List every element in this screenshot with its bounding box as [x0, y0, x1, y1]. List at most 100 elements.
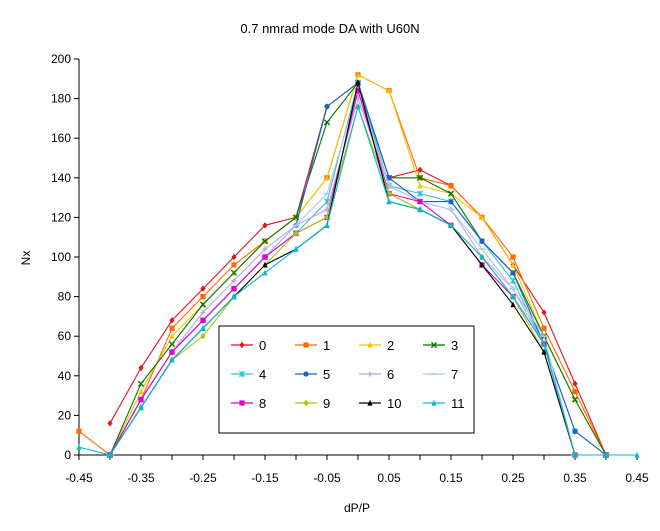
data-point [479, 214, 485, 220]
legend-item-8: 8 [231, 396, 266, 411]
legend: 0 1 2 3 4 5 6 7 8 9 10 11 [218, 325, 475, 434]
data-point [262, 269, 268, 276]
data-point [571, 396, 579, 403]
data-point [107, 420, 113, 427]
legend-item-10: 10 [359, 396, 401, 411]
data-point [510, 261, 516, 268]
series-6 [107, 96, 609, 458]
data-point [168, 341, 176, 348]
data-point [448, 222, 454, 228]
legend-item-5: 5 [295, 367, 330, 382]
data-point [231, 293, 237, 300]
legend-item-4: 4 [231, 367, 266, 382]
data-point [386, 175, 392, 181]
data-point [355, 79, 361, 86]
data-point [200, 285, 206, 292]
data-point [200, 309, 206, 316]
data-point [510, 270, 516, 276]
legend-label: 1 [323, 338, 330, 353]
data-point [324, 222, 330, 228]
data-point [416, 190, 424, 197]
legend-item-1: 1 [295, 338, 330, 353]
data-point [107, 451, 113, 458]
legend-item-0: 0 [231, 338, 266, 353]
x-tick-label: 0.25 [501, 471, 525, 485]
legend-swatch-marker [367, 341, 373, 348]
legend-label: 0 [259, 338, 266, 353]
data-point [603, 451, 609, 458]
data-point [230, 269, 238, 276]
y-tick-label: 20 [58, 408, 72, 422]
data-point [572, 389, 578, 395]
y-tick-label: 160 [51, 131, 71, 145]
legend-label: 11 [451, 396, 465, 411]
series-11 [76, 103, 640, 458]
y-tick-label: 140 [51, 171, 71, 185]
data-point [416, 174, 424, 181]
data-point [137, 380, 145, 387]
data-point [200, 325, 206, 331]
data-point [541, 309, 547, 316]
legend-swatch-marker [239, 341, 245, 349]
legend-label: 7 [451, 367, 458, 382]
data-point [76, 443, 82, 450]
legend-item-11: 11 [423, 396, 465, 411]
data-point [76, 428, 82, 434]
data-point [200, 317, 206, 323]
legend-item-2: 2 [359, 338, 394, 353]
y-tick-label: 80 [58, 290, 72, 304]
legend-label: 9 [323, 396, 330, 411]
legend-label: 5 [323, 367, 330, 382]
data-point [200, 333, 206, 340]
data-point [231, 278, 237, 284]
data-point [386, 198, 392, 205]
x-tick-label: 0.45 [625, 471, 649, 485]
legend-item-3: 3 [423, 338, 458, 353]
legend-label: 6 [387, 367, 394, 382]
chart-title: 0.7 nmrad mode DA with U60N [240, 21, 419, 36]
x-tick-label: -0.25 [189, 471, 217, 485]
legend-swatch-marker [430, 341, 438, 349]
legend-item-7: 7 [423, 367, 458, 382]
legend-box [218, 325, 475, 434]
x-tick-label: 0.05 [377, 471, 401, 485]
legend-item-9: 9 [295, 396, 330, 411]
data-point [293, 245, 299, 252]
data-point [323, 119, 331, 126]
data-point [509, 277, 517, 284]
data-point [138, 396, 144, 403]
y-axis-label: Nx [19, 251, 33, 266]
data-point [541, 348, 547, 355]
data-point [169, 356, 175, 363]
data-point [634, 451, 640, 458]
data-point [417, 166, 423, 174]
data-point [448, 198, 454, 205]
data-point [138, 364, 144, 372]
series-2 [107, 71, 609, 458]
x-tick-label: -0.15 [251, 471, 279, 485]
y-tick-label: 100 [51, 250, 71, 264]
data-point [448, 183, 454, 189]
data-point [293, 230, 299, 237]
data-point [572, 428, 578, 434]
x-tick-label: -0.45 [65, 471, 93, 485]
data-point [262, 261, 268, 268]
data-point [138, 404, 144, 411]
data-point [417, 206, 423, 213]
data-point [169, 325, 175, 331]
data-point [572, 451, 578, 458]
x-axis-label: dP/P [344, 501, 370, 515]
y-tick-label: 200 [51, 52, 71, 66]
data-point [447, 190, 455, 197]
data-point [541, 340, 547, 347]
data-point [200, 294, 206, 300]
y-tick-label: 40 [58, 369, 72, 383]
data-point [138, 388, 144, 395]
x-tick-label: -0.05 [313, 471, 341, 485]
data-point [262, 246, 268, 252]
data-point [417, 198, 423, 205]
data-point [231, 262, 237, 268]
data-point [541, 325, 547, 331]
